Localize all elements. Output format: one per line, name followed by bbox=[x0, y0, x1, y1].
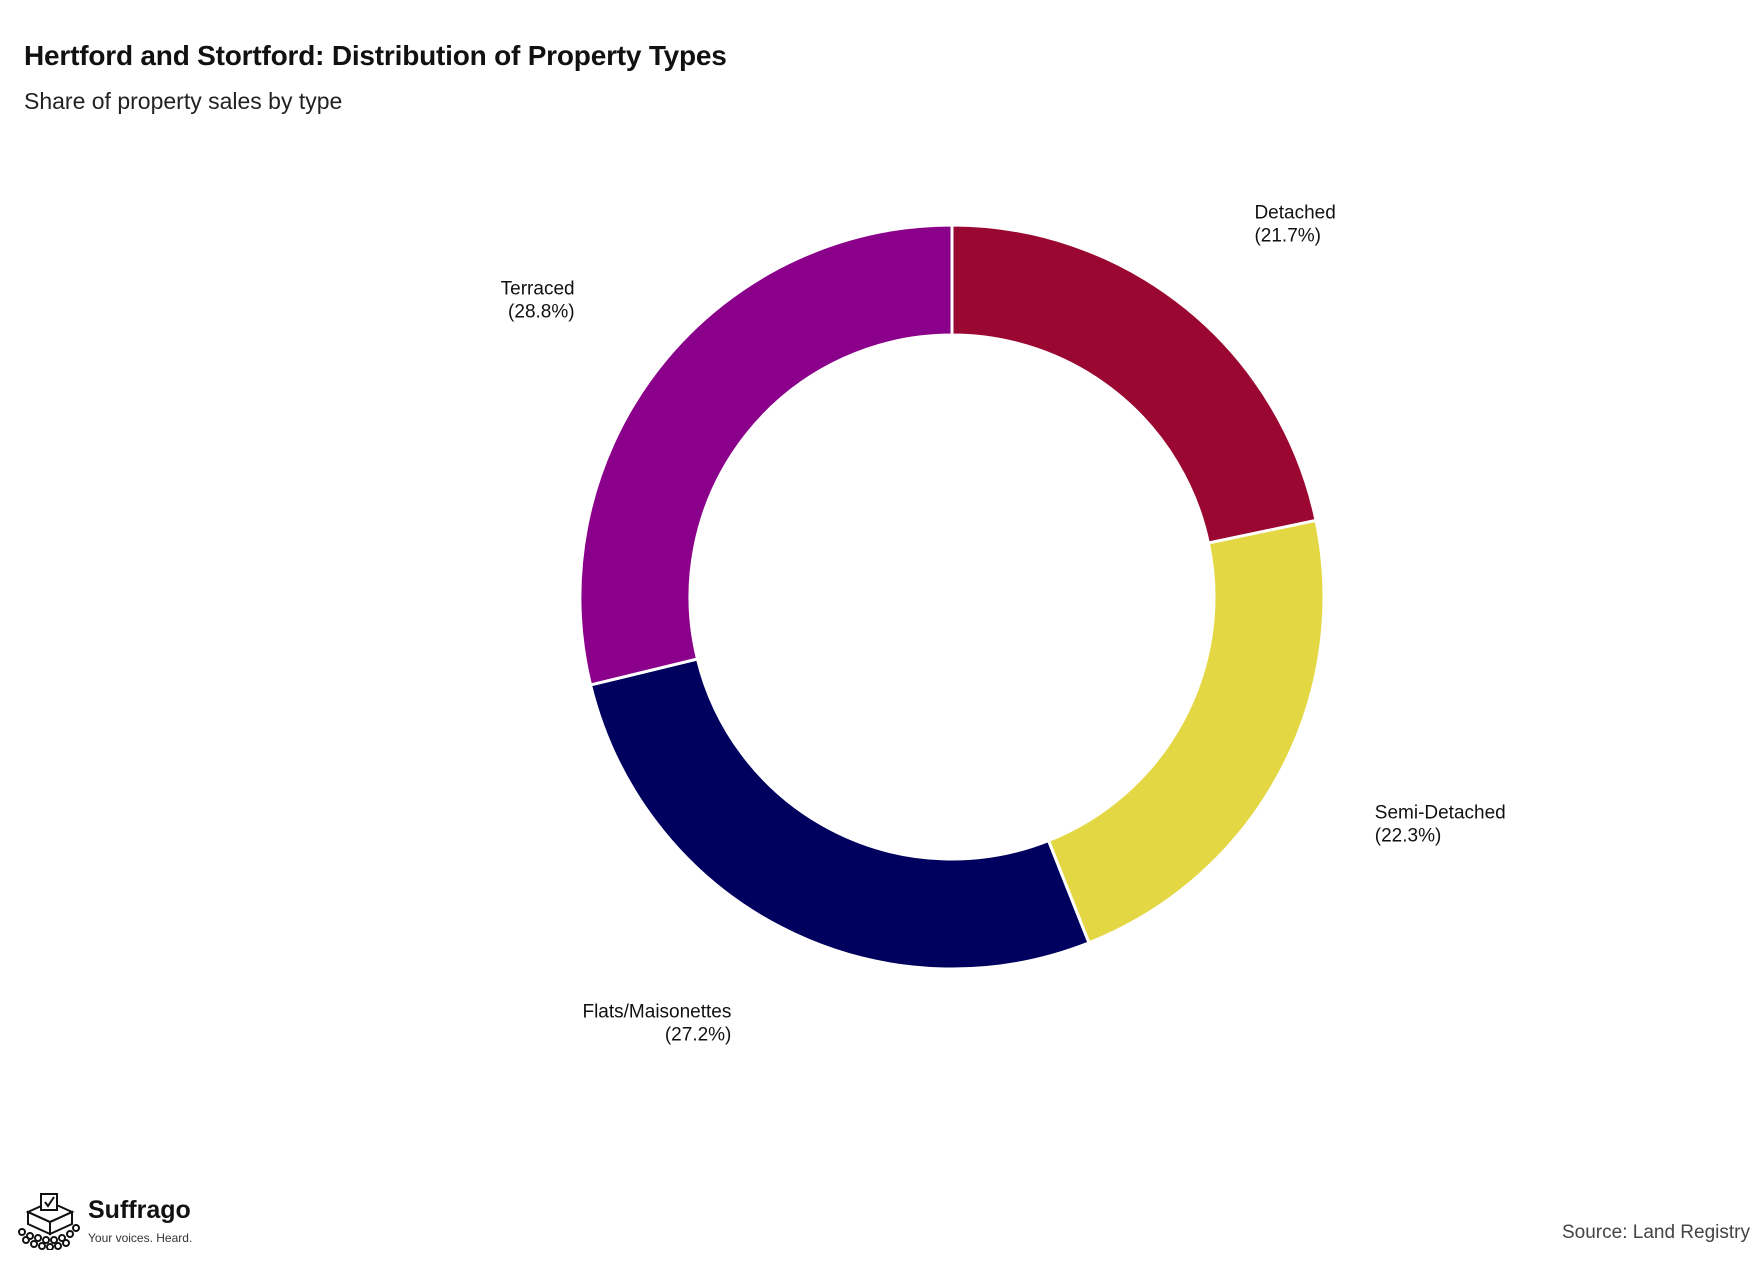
chart-subtitle: Share of property sales by type bbox=[24, 88, 343, 114]
donut-slice-terraced bbox=[578, 223, 954, 687]
donut-slice-flats-maisonettes bbox=[588, 657, 1091, 971]
donut-slice-detached bbox=[950, 223, 1318, 545]
source-note: Source: Land Registry bbox=[1562, 1222, 1750, 1243]
ballot-box-logo-icon bbox=[18, 1193, 80, 1250]
donut-labels: Detached (21.7%) Semi-Detached (22.3%) Flats… bbox=[501, 202, 1506, 1045]
slice-label-flats-maisonettes: Flats/Maisonettes (27.2%) bbox=[582, 1001, 731, 1045]
slice-label-detached: Detached (21.7%) bbox=[1254, 202, 1335, 246]
chart-title: Hertford and Stortford: Distribution of … bbox=[24, 40, 727, 71]
slice-label-semi-detached: Semi-Detached (22.3%) bbox=[1375, 802, 1506, 846]
brand-tagline: Your voices. Heard. bbox=[88, 1231, 193, 1245]
donut-slices bbox=[578, 223, 1326, 971]
slice-label-terraced: Terraced (28.8%) bbox=[501, 278, 575, 322]
donut-slice-semi-detached bbox=[1046, 518, 1326, 945]
brand-name: Suffrago bbox=[88, 1196, 191, 1224]
